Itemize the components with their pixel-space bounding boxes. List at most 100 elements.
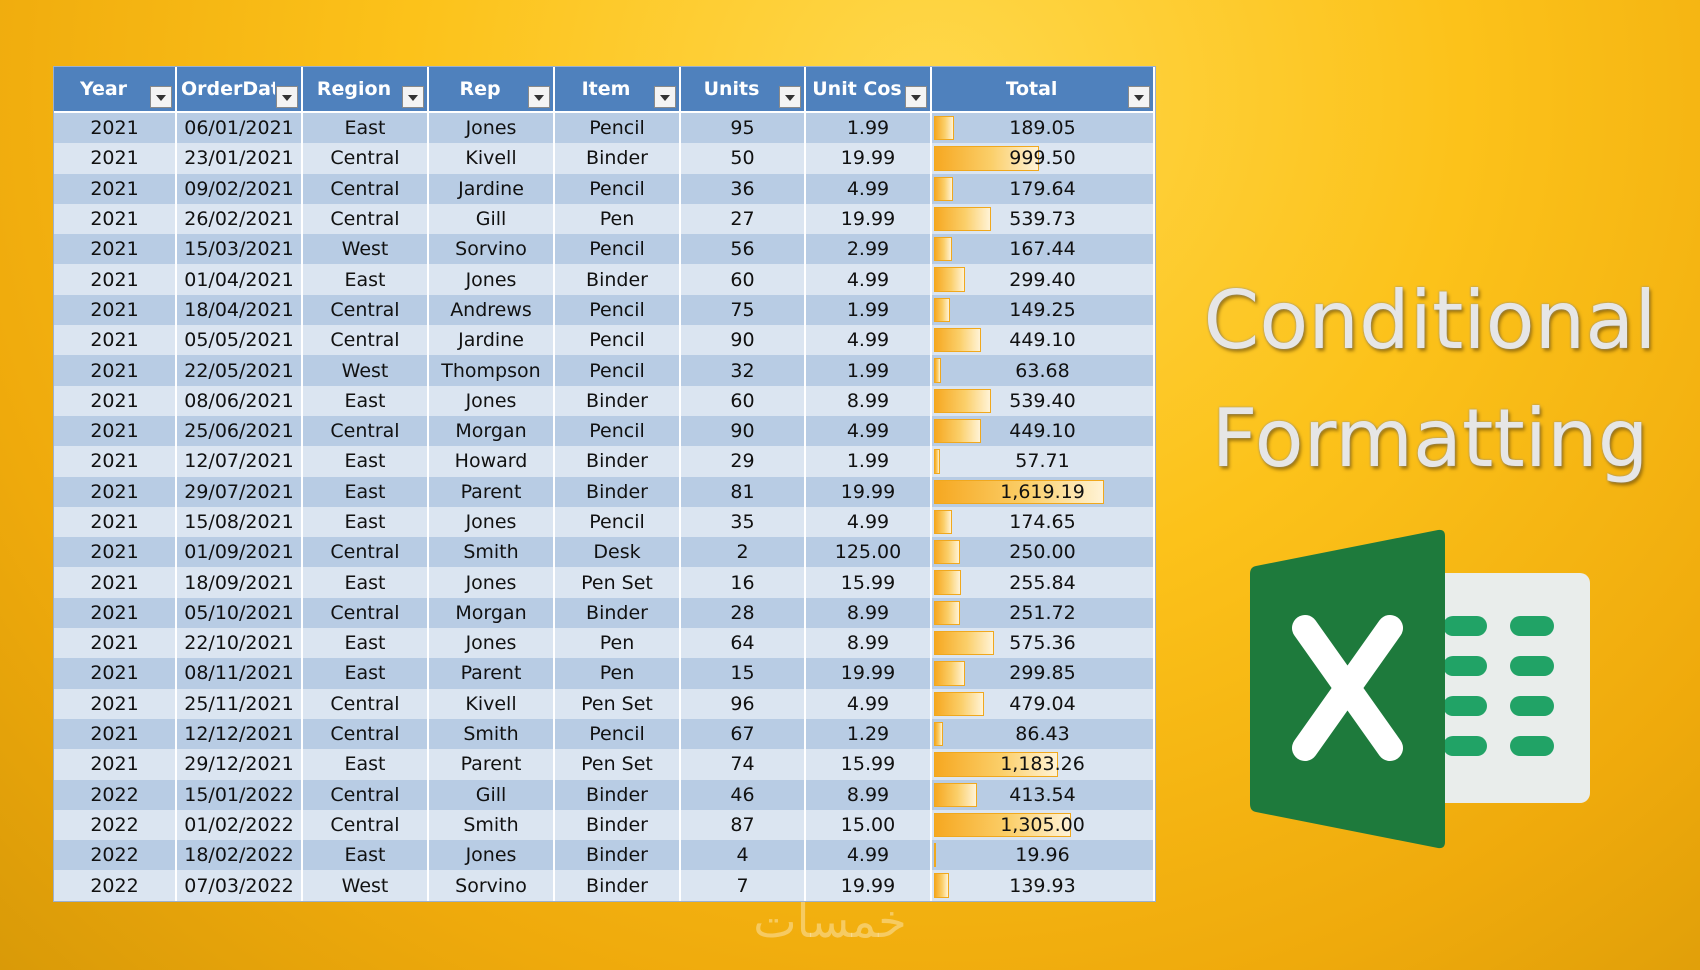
cell-unit-cost[interactable]: 4.99 (805, 264, 932, 295)
cell-rep[interactable]: Andrews (428, 294, 555, 326)
cell-item[interactable]: Pencil (554, 506, 681, 538)
cell-rep[interactable]: Jardine (428, 173, 555, 204)
cell-region[interactable]: East (302, 628, 429, 659)
cell-year[interactable]: 2021 (54, 476, 177, 507)
cell-units[interactable]: 32 (680, 355, 806, 386)
cell-orderdate[interactable]: 26/02/2021 (176, 203, 303, 235)
cell-orderdate[interactable]: 05/10/2021 (176, 597, 303, 629)
cell-item[interactable]: Binder (554, 870, 681, 901)
cell-rep[interactable]: Parent (428, 749, 555, 780)
cell-units[interactable]: 75 (680, 294, 806, 326)
cell-rep[interactable]: Sorvino (428, 234, 555, 265)
cell-region[interactable]: Central (302, 294, 429, 326)
cell-rep[interactable]: Kivell (428, 688, 555, 719)
cell-orderdate[interactable]: 22/10/2021 (176, 628, 303, 659)
cell-unit-cost[interactable]: 15.99 (805, 567, 932, 598)
cell-units[interactable]: 27 (680, 203, 806, 235)
cell-unit-cost[interactable]: 2.99 (805, 234, 932, 265)
cell-total[interactable]: 1,183.26 (931, 749, 1155, 780)
cell-region[interactable]: East (302, 112, 429, 144)
cell-orderdate[interactable]: 01/02/2022 (176, 809, 303, 841)
cell-rep[interactable]: Jones (428, 840, 555, 871)
cell-year[interactable]: 2021 (54, 658, 177, 689)
cell-orderdate[interactable]: 06/01/2021 (176, 112, 303, 144)
cell-units[interactable]: 87 (680, 809, 806, 841)
cell-orderdate[interactable]: 05/05/2021 (176, 325, 303, 356)
cell-orderdate[interactable]: 25/06/2021 (176, 415, 303, 447)
cell-orderdate[interactable]: 15/08/2021 (176, 506, 303, 538)
cell-unit-cost[interactable]: 19.99 (805, 203, 932, 235)
cell-rep[interactable]: Morgan (428, 415, 555, 447)
cell-item[interactable]: Binder (554, 840, 681, 871)
cell-region[interactable]: Central (302, 688, 429, 719)
cell-year[interactable]: 2021 (54, 234, 177, 265)
cell-year[interactable]: 2021 (54, 688, 177, 719)
cell-units[interactable]: 95 (680, 112, 806, 144)
cell-rep[interactable]: Howard (428, 446, 555, 477)
cell-item[interactable]: Pencil (554, 234, 681, 265)
cell-unit-cost[interactable]: 4.99 (805, 173, 932, 204)
cell-year[interactable]: 2022 (54, 779, 177, 810)
cell-total[interactable]: 299.85 (931, 658, 1155, 689)
cell-year[interactable]: 2021 (54, 415, 177, 447)
cell-units[interactable]: 29 (680, 446, 806, 477)
cell-units[interactable]: 56 (680, 234, 806, 265)
cell-region[interactable]: Central (302, 415, 429, 447)
cell-total[interactable]: 189.05 (931, 112, 1155, 144)
cell-region[interactable]: Central (302, 537, 429, 568)
cell-item[interactable]: Pencil (554, 294, 681, 326)
cell-unit-cost[interactable]: 4.99 (805, 415, 932, 447)
cell-year[interactable]: 2021 (54, 446, 177, 477)
cell-total[interactable]: 575.36 (931, 628, 1155, 659)
cell-item[interactable]: Pen Set (554, 567, 681, 598)
filter-dropdown-icon[interactable] (1128, 86, 1150, 108)
cell-units[interactable]: 46 (680, 779, 806, 810)
cell-rep[interactable]: Smith (428, 537, 555, 568)
cell-unit-cost[interactable]: 1.99 (805, 446, 932, 477)
cell-region[interactable]: East (302, 385, 429, 416)
cell-orderdate[interactable]: 12/12/2021 (176, 718, 303, 750)
cell-region[interactable]: Central (302, 809, 429, 841)
cell-units[interactable]: 7 (680, 870, 806, 901)
cell-item[interactable]: Pencil (554, 112, 681, 144)
cell-item[interactable]: Pen (554, 628, 681, 659)
cell-orderdate[interactable]: 23/01/2021 (176, 143, 303, 174)
cell-item[interactable]: Binder (554, 385, 681, 416)
cell-rep[interactable]: Morgan (428, 597, 555, 629)
cell-orderdate[interactable]: 09/02/2021 (176, 173, 303, 204)
cell-units[interactable]: 35 (680, 506, 806, 538)
filter-dropdown-icon[interactable] (528, 86, 550, 108)
cell-region[interactable]: East (302, 840, 429, 871)
cell-rep[interactable]: Jones (428, 264, 555, 295)
cell-year[interactable]: 2022 (54, 840, 177, 871)
cell-year[interactable]: 2021 (54, 264, 177, 295)
cell-rep[interactable]: Jones (428, 112, 555, 144)
cell-total[interactable]: 139.93 (931, 870, 1155, 901)
cell-units[interactable]: 36 (680, 173, 806, 204)
cell-orderdate[interactable]: 15/03/2021 (176, 234, 303, 265)
cell-year[interactable]: 2021 (54, 718, 177, 750)
cell-orderdate[interactable]: 22/05/2021 (176, 355, 303, 386)
cell-year[interactable]: 2021 (54, 294, 177, 326)
cell-year[interactable]: 2021 (54, 203, 177, 235)
cell-year[interactable]: 2021 (54, 385, 177, 416)
cell-rep[interactable]: Jones (428, 567, 555, 598)
cell-orderdate[interactable]: 12/07/2021 (176, 446, 303, 477)
filter-dropdown-icon[interactable] (779, 86, 801, 108)
cell-rep[interactable]: Gill (428, 779, 555, 810)
cell-item[interactable]: Pen Set (554, 688, 681, 719)
cell-unit-cost[interactable]: 8.99 (805, 779, 932, 810)
cell-year[interactable]: 2022 (54, 809, 177, 841)
cell-region[interactable]: East (302, 476, 429, 507)
cell-total[interactable]: 539.40 (931, 385, 1155, 416)
cell-rep[interactable]: Kivell (428, 143, 555, 174)
cell-unit-cost[interactable]: 19.99 (805, 476, 932, 507)
cell-region[interactable]: East (302, 506, 429, 538)
cell-total[interactable]: 255.84 (931, 567, 1155, 598)
cell-total[interactable]: 149.25 (931, 294, 1155, 326)
cell-unit-cost[interactable]: 8.99 (805, 597, 932, 629)
cell-units[interactable]: 60 (680, 264, 806, 295)
cell-total[interactable]: 449.10 (931, 325, 1155, 356)
cell-total[interactable]: 539.73 (931, 203, 1155, 235)
cell-unit-cost[interactable]: 1.29 (805, 718, 932, 750)
